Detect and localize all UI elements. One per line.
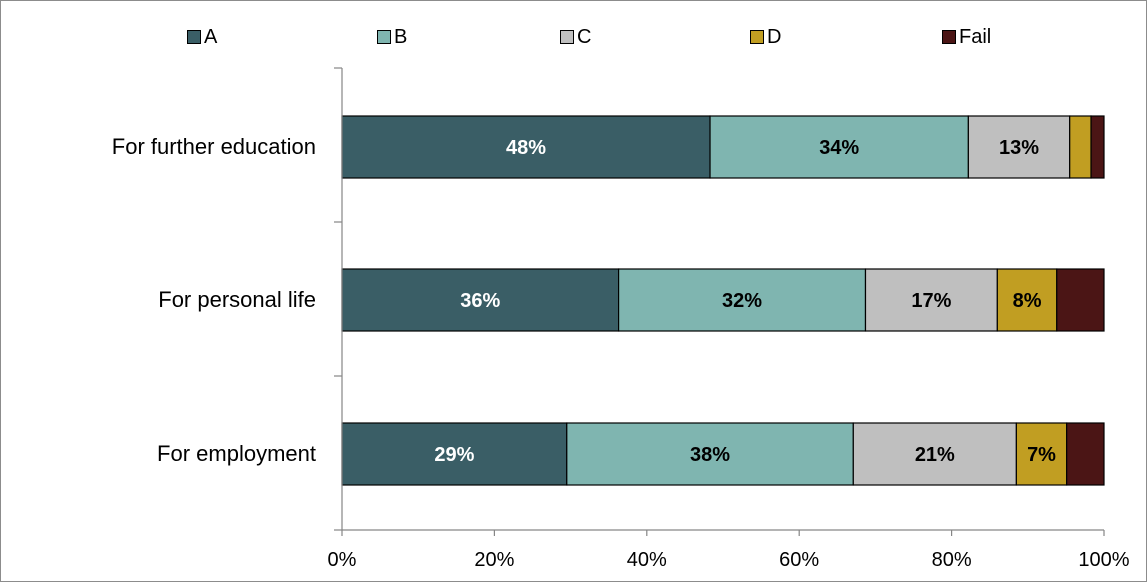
bar-fail-3 — [1066, 422, 1105, 486]
bar-a-2 — [341, 268, 620, 332]
bar-c-2 — [864, 268, 998, 332]
bar-b-3 — [566, 422, 854, 486]
legend-item-d: D — [750, 24, 781, 50]
legend-swatch — [942, 30, 956, 44]
data-label: 7% — [1027, 444, 1056, 466]
data-label: 48% — [506, 137, 546, 159]
bar-d-2 — [996, 268, 1058, 332]
data-label: 21% — [915, 444, 955, 466]
legend-label: Fail — [959, 26, 992, 48]
bar-a-1 — [341, 115, 711, 179]
x-tick-label: 40% — [627, 549, 667, 571]
legend-item-a: A — [187, 24, 217, 50]
legend-swatch — [560, 30, 574, 44]
category-label: For employment — [157, 441, 316, 466]
bar-d-1 — [1069, 115, 1092, 179]
x-tick-label: 80% — [932, 549, 972, 571]
legend-item-fail: Fail — [942, 24, 991, 50]
legend-swatch — [750, 30, 764, 44]
legend-label: B — [394, 26, 408, 48]
bar-c-1 — [967, 115, 1071, 179]
data-label: 8% — [1013, 290, 1042, 312]
legend-swatch — [377, 30, 391, 44]
bar-fail-1 — [1090, 115, 1105, 179]
legend-label: D — [767, 26, 782, 48]
bar-b-1 — [709, 115, 969, 179]
bar-d-3 — [1015, 422, 1068, 486]
data-label: 32% — [722, 290, 762, 312]
category-label: For further education — [112, 134, 316, 159]
bar-b-2 — [618, 268, 867, 332]
x-tick-label: 0% — [328, 549, 357, 571]
bar-fail-2 — [1056, 268, 1105, 332]
x-tick-label: 20% — [474, 549, 514, 571]
data-label: 36% — [460, 290, 500, 312]
legend-swatch — [187, 30, 201, 44]
data-label: 38% — [690, 444, 730, 466]
x-tick-label: 60% — [779, 549, 819, 571]
data-label: 17% — [911, 290, 951, 312]
category-label: For personal life — [158, 287, 316, 312]
legend-label: C — [577, 26, 592, 48]
legend-item-b: B — [377, 24, 407, 50]
legend-label: A — [204, 26, 218, 48]
data-label: 29% — [434, 444, 474, 466]
data-label: 34% — [819, 137, 859, 159]
data-label: 13% — [999, 137, 1039, 159]
x-tick-label: 100% — [1078, 549, 1129, 571]
legend-item-c: C — [560, 24, 591, 50]
